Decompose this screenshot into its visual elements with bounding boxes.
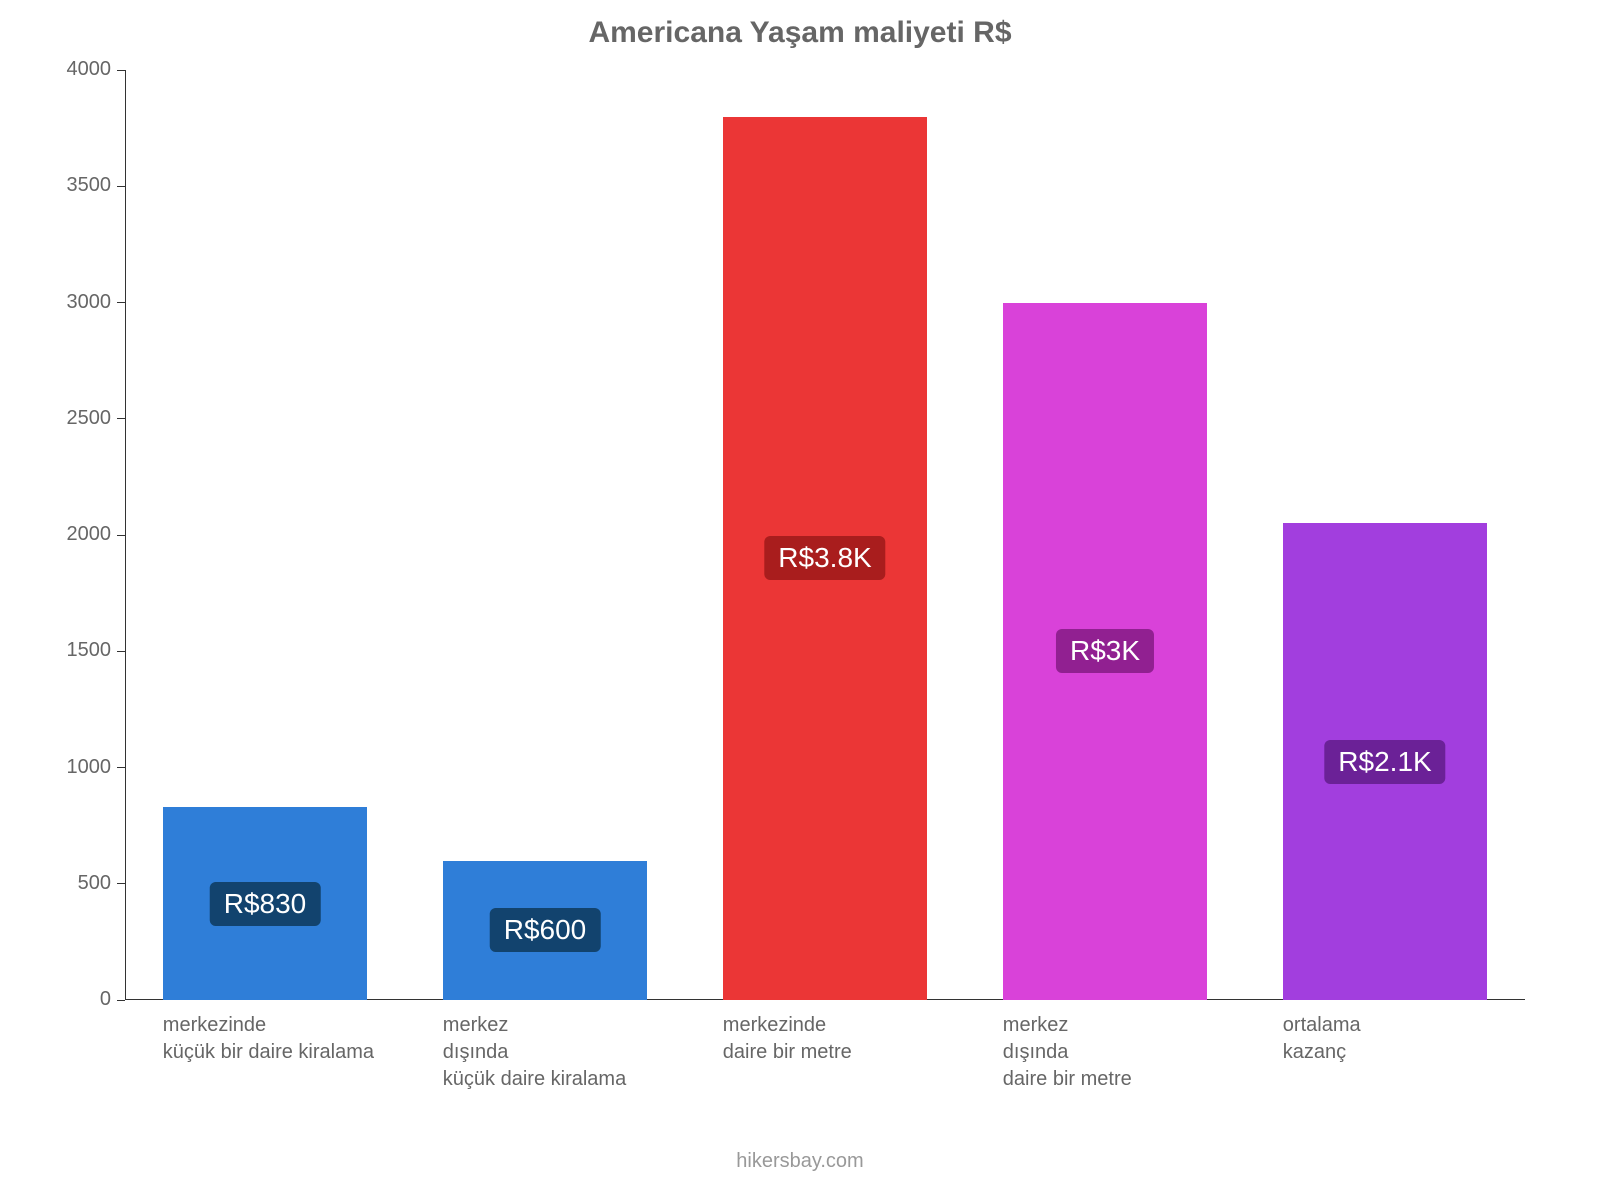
y-tick-mark bbox=[117, 70, 125, 71]
x-label-rent-outside-small: merkez dışında küçük daire kiralama bbox=[443, 1012, 687, 1093]
y-tick-label: 3500 bbox=[67, 174, 112, 197]
y-tick-label: 1000 bbox=[67, 756, 112, 779]
x-label-sqm-center: merkezinde daire bir metre bbox=[723, 1012, 967, 1066]
y-tick-mark bbox=[117, 302, 125, 303]
bar-label-rent-outside-small: R$600 bbox=[490, 908, 601, 952]
y-tick-label: 3000 bbox=[67, 291, 112, 314]
bar-label-avg-earnings: R$2.1K bbox=[1324, 740, 1445, 784]
chart-title: Americana Yaşam maliyeti R$ bbox=[50, 16, 1550, 50]
y-tick-mark bbox=[117, 186, 125, 187]
x-label-sqm-outside: merkez dışında daire bir metre bbox=[1003, 1012, 1247, 1093]
plot-area: 05001000150020002500300035004000R$830mer… bbox=[125, 70, 1525, 1000]
y-tick-mark bbox=[117, 418, 125, 419]
y-tick-mark bbox=[117, 1000, 125, 1001]
y-tick-mark bbox=[117, 883, 125, 884]
y-tick-label: 2500 bbox=[67, 407, 112, 430]
bar-label-sqm-center: R$3.8K bbox=[764, 536, 885, 580]
y-tick-mark bbox=[117, 651, 125, 652]
y-tick-label: 0 bbox=[100, 988, 111, 1011]
y-tick-label: 1500 bbox=[67, 639, 112, 662]
x-label-rent-center-small: merkezinde küçük bir daire kiralama bbox=[163, 1012, 407, 1066]
y-tick-mark bbox=[117, 535, 125, 536]
y-tick-label: 4000 bbox=[67, 58, 112, 81]
y-tick-label: 2000 bbox=[67, 523, 112, 546]
bar-label-rent-center-small: R$830 bbox=[210, 882, 321, 926]
attribution-text: hikersbay.com bbox=[0, 1150, 1600, 1173]
x-label-avg-earnings: ortalama kazanç bbox=[1283, 1012, 1527, 1066]
chart-container: Americana Yaşam maliyeti R$ 050010001500… bbox=[50, 10, 1550, 1140]
y-tick-mark bbox=[117, 767, 125, 768]
bar-label-sqm-outside: R$3K bbox=[1056, 629, 1154, 673]
y-tick-label: 500 bbox=[78, 872, 111, 895]
